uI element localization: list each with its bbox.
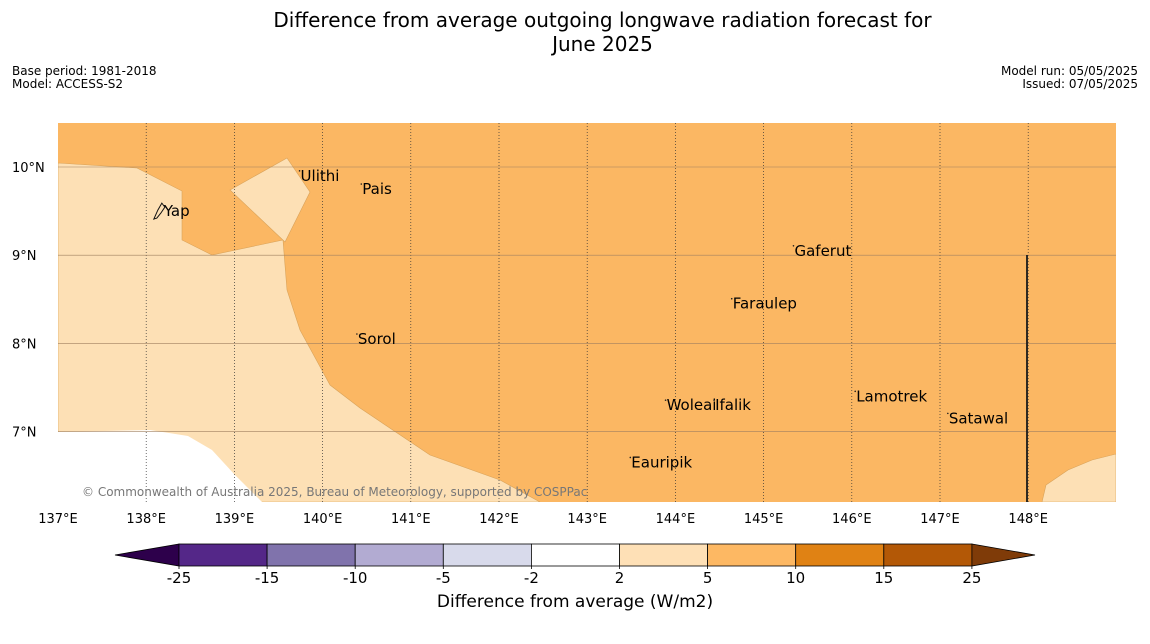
longitude-label: 146°E xyxy=(832,512,872,527)
base-period-text: Base period: 1981-2018 xyxy=(12,64,157,78)
island-marker-icon xyxy=(713,399,715,401)
longitude-label: 145°E xyxy=(744,512,784,527)
island-marker-icon xyxy=(792,244,795,247)
colorbar-segment xyxy=(354,543,444,567)
island-marker-icon xyxy=(664,399,667,401)
anomaly-region-2-5-east xyxy=(1041,453,1116,502)
place-label: Faraulep xyxy=(733,295,797,313)
colorbar-tick-label: -25 xyxy=(167,569,192,587)
place-label: Sorol xyxy=(358,330,396,348)
island-marker-icon xyxy=(947,412,949,415)
place-label: Satawal xyxy=(949,409,1008,427)
latitude-label: 9°N xyxy=(12,249,37,264)
map-title: Difference from average outgoing longwav… xyxy=(0,8,1150,56)
title-line-2: June 2025 xyxy=(552,32,653,56)
colorbar-segment xyxy=(795,543,885,567)
issued-text: Issued: 07/05/2025 xyxy=(1022,77,1138,91)
island-marker-icon xyxy=(356,333,358,335)
longitude-label: 138°E xyxy=(126,512,166,527)
colorbar-extend-high xyxy=(971,543,1036,567)
place-label: Woleai xyxy=(667,396,717,414)
latitude-label: 7°N xyxy=(12,426,37,441)
meta-right: Model run: 05/05/2025 Issued: 07/05/2025 xyxy=(1001,65,1138,91)
anomaly-region-2-5-west xyxy=(58,162,541,502)
island-marker-icon xyxy=(730,297,733,300)
title-line-1: Difference from average outgoing longwav… xyxy=(273,8,932,32)
place-label: Ulithi xyxy=(301,167,340,185)
place-label: Gaferut xyxy=(794,242,851,260)
longitude-label: 137°E xyxy=(38,512,78,527)
colorbar-tick-label: -2 xyxy=(524,569,539,587)
forecast-map: Ulithi Pais Yap Gaferut Faraulep Sorol Lamotre… xyxy=(12,123,1116,527)
place-label: Ifalik xyxy=(715,396,751,414)
longitude-label: 148°E xyxy=(1008,512,1048,527)
colorbar-tick-label: -5 xyxy=(436,569,451,587)
longitude-label: 139°E xyxy=(215,512,255,527)
meta-left: Base period: 1981-2018 Model: ACCESS-S2 xyxy=(12,65,157,91)
longitude-labels: 137°E 138°E 139°E 140°E 141°E 142°E 143°E 144°E… xyxy=(38,512,1048,527)
anomaly-region-neutral-sw xyxy=(58,430,262,502)
model-run-text: Model run: 05/05/2025 xyxy=(1000,64,1138,78)
longitude-label: 142°E xyxy=(479,512,519,527)
latitude-labels: 10°N 9°N 8°N 7°N xyxy=(12,161,45,441)
colorbar-ticks: -25 -15 -10 -5 -2 2 5 10 15 25 xyxy=(167,566,981,587)
colorbar-tick-label: 5 xyxy=(703,569,713,587)
latitude-label: 8°N xyxy=(12,337,37,352)
longitude-label: 140°E xyxy=(303,512,343,527)
longitude-label: 141°E xyxy=(391,512,431,527)
gridlines xyxy=(58,123,1116,502)
island-marker-icon xyxy=(360,183,363,185)
island-marker-icon xyxy=(854,390,857,393)
place-label: Eauripik xyxy=(631,453,692,471)
place-label: Lamotrek xyxy=(856,387,927,405)
colorbar-extend-low xyxy=(114,543,180,567)
longitude-label: 147°E xyxy=(920,512,960,527)
anomaly-region-2-5-ulithi xyxy=(229,157,311,243)
colorbar-tick-label: 15 xyxy=(874,569,893,587)
place-label: Pais xyxy=(362,180,392,198)
model-text: Model: ACCESS-S2 xyxy=(12,77,124,91)
latitude-label: 10°N xyxy=(12,161,45,176)
colorbar-tick-label: -10 xyxy=(343,569,368,587)
colorbar-tick-label: 25 xyxy=(962,569,981,587)
places: Ulithi Pais Yap Gaferut Faraulep Sorol Lamotre… xyxy=(152,167,1008,471)
colorbar-segment xyxy=(707,543,797,567)
colorbar-tick-label: 2 xyxy=(615,569,625,587)
island-outline-icon xyxy=(152,202,166,220)
colorbar-segment xyxy=(266,543,356,567)
place-label: Yap xyxy=(163,202,190,220)
island-marker-icon xyxy=(629,456,632,459)
colorbar-label: Difference from average (W/m2) xyxy=(436,592,714,612)
colorbar-tick-label: 10 xyxy=(786,569,805,587)
colorbar-segments xyxy=(114,543,1036,567)
island-marker-icon xyxy=(298,170,301,172)
longitude-label: 143°E xyxy=(567,512,607,527)
copyright-text: © Commonwealth of Australia 2025, Bureau… xyxy=(82,485,587,499)
colorbar-segment xyxy=(442,543,532,567)
colorbar-segment xyxy=(178,543,268,567)
colorbar: -25 -15 -10 -5 -2 2 5 10 15 25 xyxy=(114,543,1036,587)
colorbar-tick-label: -15 xyxy=(255,569,280,587)
colorbar-segment xyxy=(531,543,620,567)
colorbar-segment xyxy=(883,543,973,567)
colorbar-segment xyxy=(619,543,708,567)
longitude-label: 144°E xyxy=(656,512,696,527)
